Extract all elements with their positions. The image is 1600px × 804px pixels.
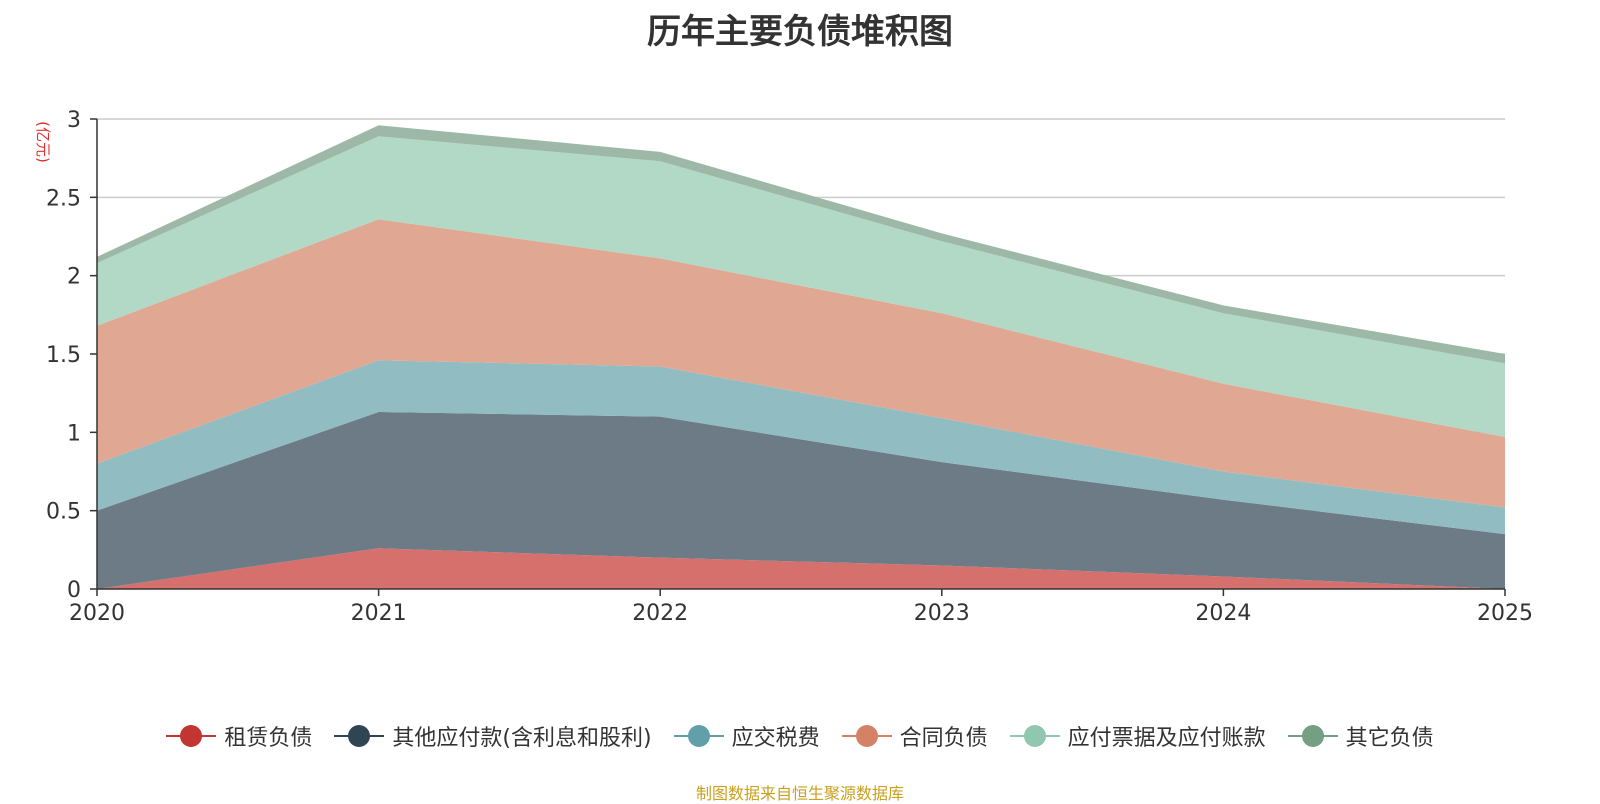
y-tick-label: 1: [67, 421, 81, 446]
legend-marker-icon: [673, 724, 724, 748]
legend: 租赁负债 其他应付款(含利息和股利) 应交税费 合同负债 应付票据及应付账款 其它负债: [0, 720, 1600, 752]
y-tick-label: 0.5: [46, 500, 81, 525]
y-axis-unit-label: (亿元): [34, 121, 52, 163]
legend-item-1[interactable]: 其他应付款(含利息和股利): [334, 720, 652, 752]
x-tick-label: 2020: [69, 601, 125, 626]
legend-label: 其它负债: [1345, 726, 1434, 751]
y-tick-label: 1.5: [46, 343, 81, 368]
legend-item-3[interactable]: 合同负债: [841, 720, 988, 752]
axes: 0 0.5 1 1.5 2 2.5 3 2020 2021 2022 2023 2024 2025: [46, 108, 1533, 626]
legend-item-2[interactable]: 应交税费: [673, 720, 820, 752]
legend-marker-icon: [1009, 724, 1060, 748]
stacked-areas: [97, 125, 1505, 589]
chart-title: 历年主要负债堆积图: [647, 12, 953, 52]
x-tick-label: 2025: [1477, 601, 1533, 626]
legend-label: 其他应付款(含利息和股利): [392, 726, 652, 751]
y-tick-label: 0: [67, 578, 81, 603]
legend-label: 应付票据及应付账款: [1067, 726, 1266, 751]
area-series-2: [97, 360, 1505, 535]
legend-item-0[interactable]: 租赁负债: [166, 720, 312, 752]
y-tick-label: 3: [67, 108, 81, 133]
legend-label: 合同负债: [899, 726, 988, 751]
x-tick-label: 2021: [351, 601, 407, 626]
legend-marker-icon: [334, 724, 385, 748]
y-tick-label: 2.5: [46, 186, 81, 211]
legend-item-5[interactable]: 其它负债: [1287, 720, 1434, 752]
area-series-1: [97, 411, 1505, 589]
legend-marker-icon: [841, 724, 892, 748]
legend-marker-icon: [1287, 724, 1338, 748]
area-series-4: [97, 136, 1505, 438]
x-tick-label: 2022: [632, 601, 688, 626]
legend-label: 租赁负债: [224, 726, 313, 751]
area-series-3: [97, 219, 1505, 508]
y-tick-label: 2: [67, 265, 81, 290]
legend-label: 应交税费: [731, 726, 820, 751]
x-tick-label: 2024: [1195, 601, 1251, 626]
legend-item-4[interactable]: 应付票据及应付账款: [1009, 720, 1266, 752]
x-tick-label: 2023: [914, 601, 970, 626]
area-series-0: [97, 548, 1505, 589]
legend-marker-icon: [166, 724, 217, 748]
source-note: 制图数据来自恒生聚源数据库: [695, 784, 904, 803]
